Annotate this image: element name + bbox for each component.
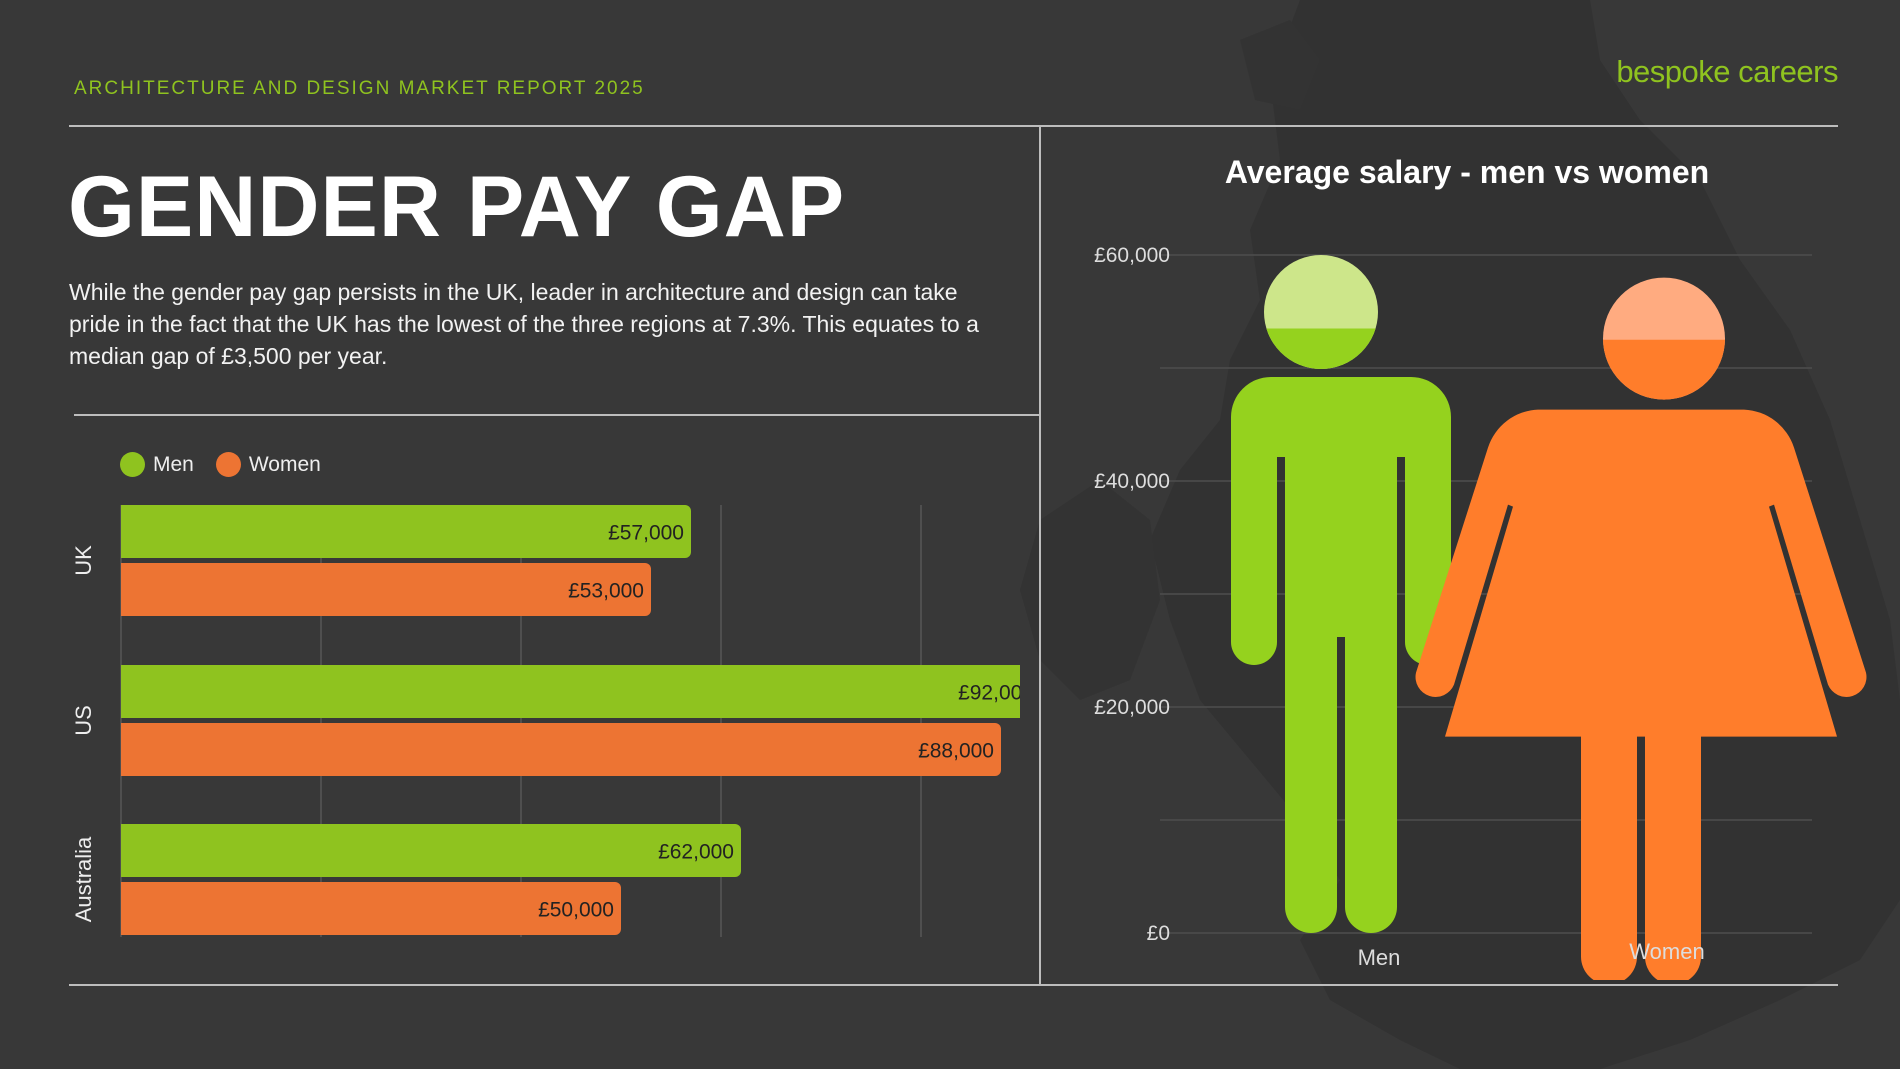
bar-value-label: £53,000 (568, 580, 644, 603)
bar-value-label: £88,000 (918, 740, 994, 763)
bar-category-label: UK (71, 545, 96, 576)
legend-swatch-women (215, 452, 241, 477)
bar-value-label: £57,000 (608, 522, 684, 545)
figure-chart-tick-label: £40,000 (1094, 470, 1170, 493)
legend-label-men: Men (153, 452, 194, 476)
figure-chart-title: Average salary - men vs women (1224, 154, 1710, 190)
figure-chart-tick-label: £0 (1147, 922, 1170, 945)
bottom-divider (69, 984, 1838, 986)
legend-label-women: Women (248, 452, 321, 476)
brand-logo: bespoke careers (1616, 54, 1838, 89)
figure-women (1415, 277, 1867, 980)
bar-value-label: £50,000 (538, 899, 614, 922)
regional-salary-bar-chart: £57,000 £53,000 UK £92,000 £88,000 US £62,000 £… (71, 505, 1020, 937)
top-divider (69, 125, 1838, 127)
section-divider (74, 414, 1040, 416)
chart-legend: Men Women (120, 452, 343, 477)
bar-us-women (121, 723, 1001, 776)
figure-chart-tick-label: £20,000 (1094, 696, 1170, 719)
vertical-divider (1039, 125, 1041, 985)
figure-label-women: Women (1629, 939, 1704, 964)
bar-australia-women (121, 882, 621, 935)
page-title: GENDER PAY GAP (68, 159, 846, 255)
figure-men (1231, 255, 1451, 933)
bar-category-label: US (71, 705, 96, 736)
bar-value-label: £62,000 (658, 841, 734, 864)
legend-item-women: Women (215, 452, 321, 477)
bar-us-men (121, 665, 1020, 718)
figure-chart-tick-label: £60,000 (1094, 244, 1170, 267)
bar-value-label: £92,000 (958, 682, 1020, 705)
bar-australia-men (121, 824, 741, 877)
legend-item-men: Men (120, 452, 194, 477)
intro-text: While the gender pay gap persists in the… (69, 279, 979, 369)
figure-label-men: Men (1358, 945, 1401, 970)
average-salary-figure-chart: £0 £20,000 £40,000 £60,000 Men Women (1094, 244, 1867, 980)
report-label: ARCHITECTURE AND DESIGN MARKET REPORT 20… (74, 78, 645, 99)
legend-swatch-men (120, 452, 145, 477)
bar-uk-men (121, 505, 691, 558)
bar-uk-women (121, 563, 651, 616)
bar-category-label: Australia (71, 836, 96, 922)
